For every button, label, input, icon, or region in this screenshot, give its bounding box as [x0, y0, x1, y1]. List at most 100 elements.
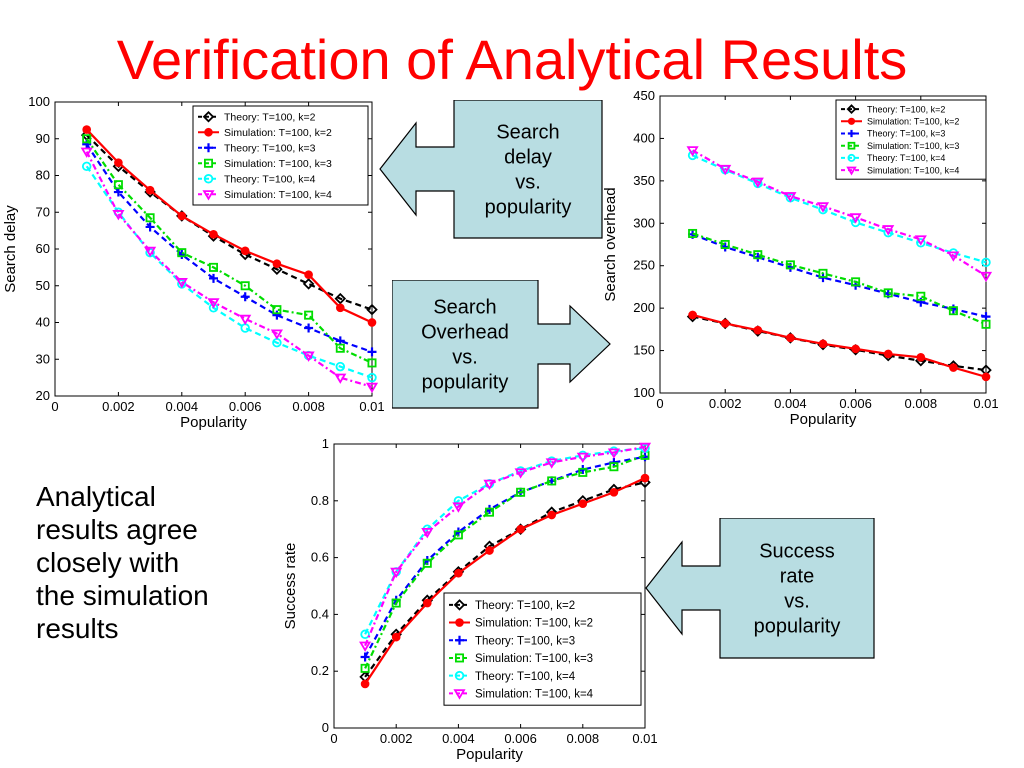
data-point — [578, 499, 588, 508]
data-point — [914, 235, 927, 246]
legend-marker — [455, 618, 464, 627]
callout-success-rate: Success rate vs. popularity — [645, 518, 875, 659]
data-point — [719, 164, 732, 176]
data-point — [638, 442, 652, 454]
chart-success-rate: 0 0.002 0.004 0.006 0.008 0.01 0 0.2 0.4 0.6 0.8 1 P… — [282, 436, 658, 763]
legend-marker — [204, 143, 213, 153]
data-point — [609, 462, 619, 472]
data-point — [453, 496, 464, 506]
series-line — [692, 232, 987, 326]
data-point — [82, 139, 92, 149]
data-point — [391, 632, 401, 642]
data-point — [114, 158, 123, 167]
legend — [192, 105, 369, 206]
data-point — [334, 373, 347, 384]
body-line: closely with — [36, 547, 180, 578]
data-point — [949, 363, 958, 372]
series-line — [364, 481, 646, 678]
data-point — [981, 312, 991, 322]
data-point — [366, 303, 378, 316]
y-tick-label: 20 — [36, 388, 50, 403]
y-tick-label: 0.6 — [311, 550, 329, 565]
callout-text-line: popularity — [422, 372, 509, 394]
series-1 — [360, 473, 650, 689]
data-point — [367, 358, 377, 368]
data-point — [516, 487, 526, 497]
series-5 — [80, 147, 379, 394]
data-point — [720, 319, 730, 328]
data-point — [981, 257, 991, 268]
data-point — [334, 292, 347, 305]
series-line — [364, 447, 646, 635]
callout-text-line: delay — [504, 147, 552, 169]
legend-entry: Theory: T=100, k=2 — [475, 600, 575, 612]
data-point — [208, 303, 219, 313]
x-tick-label: 0 — [51, 399, 58, 414]
series-line — [692, 313, 987, 378]
body-line: the simulation — [36, 580, 209, 611]
callout-text-line: vs. — [784, 591, 810, 613]
callout-text-line: Search — [433, 297, 496, 319]
series-line — [364, 477, 646, 685]
data-point — [145, 222, 155, 232]
data-point — [82, 125, 92, 134]
series-line — [85, 151, 373, 388]
series-line — [85, 128, 373, 324]
y-tick-label: 90 — [36, 131, 50, 146]
data-point — [454, 568, 463, 578]
legend-entry: Simulation: T=100, k=4 — [224, 189, 332, 201]
x-tick-label: 0.01 — [359, 399, 384, 414]
data-point — [239, 314, 252, 326]
legend-marker — [453, 599, 466, 611]
legend-entry: Theory: T=100, k=4 — [867, 153, 945, 163]
data-point — [304, 310, 314, 320]
legend-marker — [846, 104, 857, 115]
data-point — [271, 263, 283, 275]
data-point — [576, 452, 589, 464]
callout-text-line: popularity — [485, 197, 572, 219]
data-point — [112, 210, 125, 221]
series-line — [692, 149, 987, 277]
legend-entry: Theory: T=100, k=3 — [224, 143, 316, 155]
x-tick-label: 0.002 — [102, 399, 135, 414]
legend-entry: Simulation: T=100, k=4 — [475, 688, 594, 700]
x-tick-label: 0.002 — [380, 731, 413, 746]
legend-entry: Simulation: T=100, k=2 — [224, 127, 332, 139]
y-tick-label: 200 — [633, 300, 655, 315]
data-point — [883, 288, 893, 298]
series-line — [364, 455, 646, 658]
chart-search-overhead: 0 0.002 0.004 0.006 0.008 0.01 100 150 200 250 300… — [602, 88, 999, 428]
data-point — [786, 333, 795, 343]
y-tick-label: 400 — [633, 130, 655, 145]
data-point — [484, 507, 494, 517]
data-point — [850, 217, 861, 228]
x-tick-label: 0.004 — [774, 396, 807, 411]
data-point — [453, 530, 463, 540]
slide-title: Verification of Analytical Results — [116, 28, 908, 91]
callout-text-line: vs. — [515, 172, 541, 194]
y-tick-label: 30 — [36, 351, 50, 366]
data-point — [272, 259, 282, 269]
x-tick-label: 0.004 — [166, 399, 199, 414]
data-point — [422, 598, 432, 608]
legend-entry: Simulation: T=100, k=2 — [475, 618, 593, 630]
legend-marker — [454, 670, 465, 681]
data-point — [981, 372, 991, 382]
data-point — [144, 246, 157, 258]
data-point — [272, 310, 282, 320]
data-point — [818, 268, 828, 278]
y-tick-label: 450 — [633, 88, 655, 103]
callout-arrow-shape — [392, 280, 611, 409]
legend-entry: Theory: T=100, k=3 — [475, 635, 575, 647]
chart-search-delay: 0 0.002 0.004 0.006 0.008 0.01 20 30 40 50 60 70 80 9… — [2, 94, 385, 431]
y-tick-label: 100 — [28, 94, 50, 109]
data-point — [516, 524, 525, 534]
legend-entry: Theory: T=100, k=2 — [224, 112, 316, 124]
legend-marker — [204, 127, 213, 137]
data-point — [80, 147, 93, 158]
y-tick-label: 150 — [633, 343, 655, 358]
data-point — [981, 319, 991, 329]
x-tick-label: 0.008 — [567, 731, 600, 746]
data-point — [302, 278, 315, 290]
data-point — [784, 192, 797, 203]
